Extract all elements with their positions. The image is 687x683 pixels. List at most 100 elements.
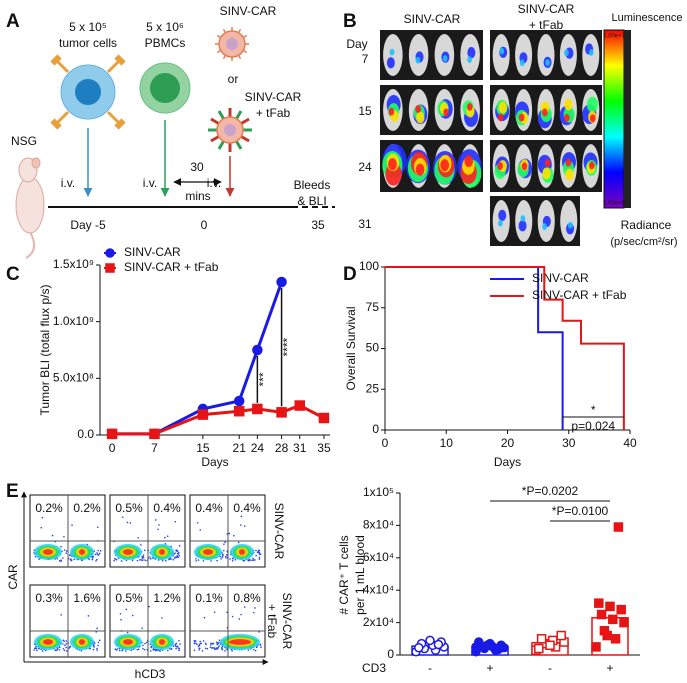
event bbox=[158, 524, 160, 526]
readout-label: Bleeds bbox=[294, 178, 331, 192]
event bbox=[170, 648, 172, 651]
row-label: SINV-CAR bbox=[272, 503, 286, 560]
event bbox=[121, 649, 123, 652]
event bbox=[92, 648, 95, 651]
event bbox=[97, 549, 100, 552]
signal bbox=[589, 114, 596, 123]
y-tick-label: 50 bbox=[366, 341, 380, 355]
marker bbox=[556, 630, 566, 641]
event bbox=[243, 606, 246, 608]
event bbox=[248, 559, 251, 562]
signal bbox=[545, 59, 550, 66]
event bbox=[172, 558, 175, 561]
signal bbox=[542, 167, 551, 180]
signal bbox=[518, 113, 525, 122]
event bbox=[98, 552, 101, 555]
event bbox=[93, 642, 96, 645]
signal bbox=[467, 56, 473, 63]
event bbox=[87, 615, 90, 617]
x-tick-label: 10 bbox=[440, 436, 454, 450]
event bbox=[195, 560, 197, 562]
event bbox=[226, 648, 228, 651]
event bbox=[63, 536, 65, 538]
event bbox=[226, 553, 228, 556]
event bbox=[257, 550, 260, 552]
marker bbox=[414, 642, 424, 653]
event bbox=[193, 642, 196, 645]
event bbox=[155, 648, 158, 651]
virion-core bbox=[224, 124, 236, 136]
event bbox=[198, 649, 200, 651]
signal bbox=[497, 113, 504, 122]
event bbox=[224, 649, 226, 652]
panel-letter: C bbox=[6, 264, 20, 285]
tfab bbox=[240, 135, 250, 143]
route-label: i.v. bbox=[61, 176, 75, 190]
virus-label: SINV-CAR bbox=[245, 90, 302, 104]
event bbox=[164, 559, 167, 562]
receptor-head bbox=[50, 54, 62, 66]
event bbox=[33, 649, 35, 651]
legend-label: SINV-CAR + tFab bbox=[532, 288, 627, 302]
comparison-label: *P=0.0202 bbox=[522, 484, 579, 498]
event bbox=[255, 554, 257, 557]
x-tick-label: + bbox=[486, 661, 493, 675]
marker bbox=[619, 617, 629, 628]
day-value: 31 bbox=[358, 217, 372, 231]
event bbox=[255, 549, 257, 552]
event bbox=[62, 557, 64, 559]
event bbox=[218, 645, 220, 647]
event bbox=[65, 643, 68, 645]
event bbox=[70, 559, 73, 561]
event bbox=[62, 643, 64, 645]
signal bbox=[415, 56, 421, 64]
event bbox=[210, 647, 213, 649]
event bbox=[125, 608, 128, 611]
event bbox=[157, 528, 159, 531]
event bbox=[58, 560, 61, 562]
event bbox=[213, 647, 215, 649]
event bbox=[231, 615, 234, 618]
event bbox=[136, 648, 139, 651]
significance-label: **** bbox=[281, 338, 295, 357]
marker bbox=[318, 412, 330, 424]
event bbox=[96, 526, 99, 529]
event bbox=[97, 641, 100, 644]
event bbox=[142, 556, 145, 559]
density bbox=[79, 549, 85, 555]
event bbox=[129, 522, 132, 524]
event bbox=[34, 647, 36, 650]
event bbox=[231, 557, 234, 560]
event bbox=[216, 643, 219, 646]
signal bbox=[415, 105, 421, 113]
event bbox=[114, 557, 116, 560]
marker bbox=[493, 644, 504, 655]
event bbox=[233, 534, 235, 537]
x-tick-label: 24 bbox=[251, 441, 265, 455]
receptor-head bbox=[50, 118, 62, 130]
y-tick-label: 5.0x10⁸ bbox=[53, 371, 94, 385]
event bbox=[212, 647, 214, 649]
quadrant-value: 0.2% bbox=[73, 501, 101, 515]
event bbox=[151, 557, 154, 559]
event bbox=[252, 557, 254, 560]
mouse-body bbox=[15, 176, 45, 234]
event bbox=[212, 642, 215, 645]
event bbox=[137, 648, 140, 651]
event bbox=[174, 643, 177, 646]
signal bbox=[589, 161, 595, 170]
tfab bbox=[235, 110, 243, 120]
event bbox=[224, 555, 227, 558]
signal bbox=[388, 107, 395, 116]
event bbox=[166, 535, 169, 538]
event bbox=[253, 648, 255, 651]
event bbox=[144, 559, 147, 562]
scale-title: Luminescence bbox=[612, 12, 683, 24]
marker bbox=[602, 630, 612, 641]
signal bbox=[518, 220, 527, 232]
event bbox=[69, 558, 72, 561]
event bbox=[194, 642, 197, 644]
event bbox=[142, 647, 144, 650]
event bbox=[126, 521, 129, 524]
